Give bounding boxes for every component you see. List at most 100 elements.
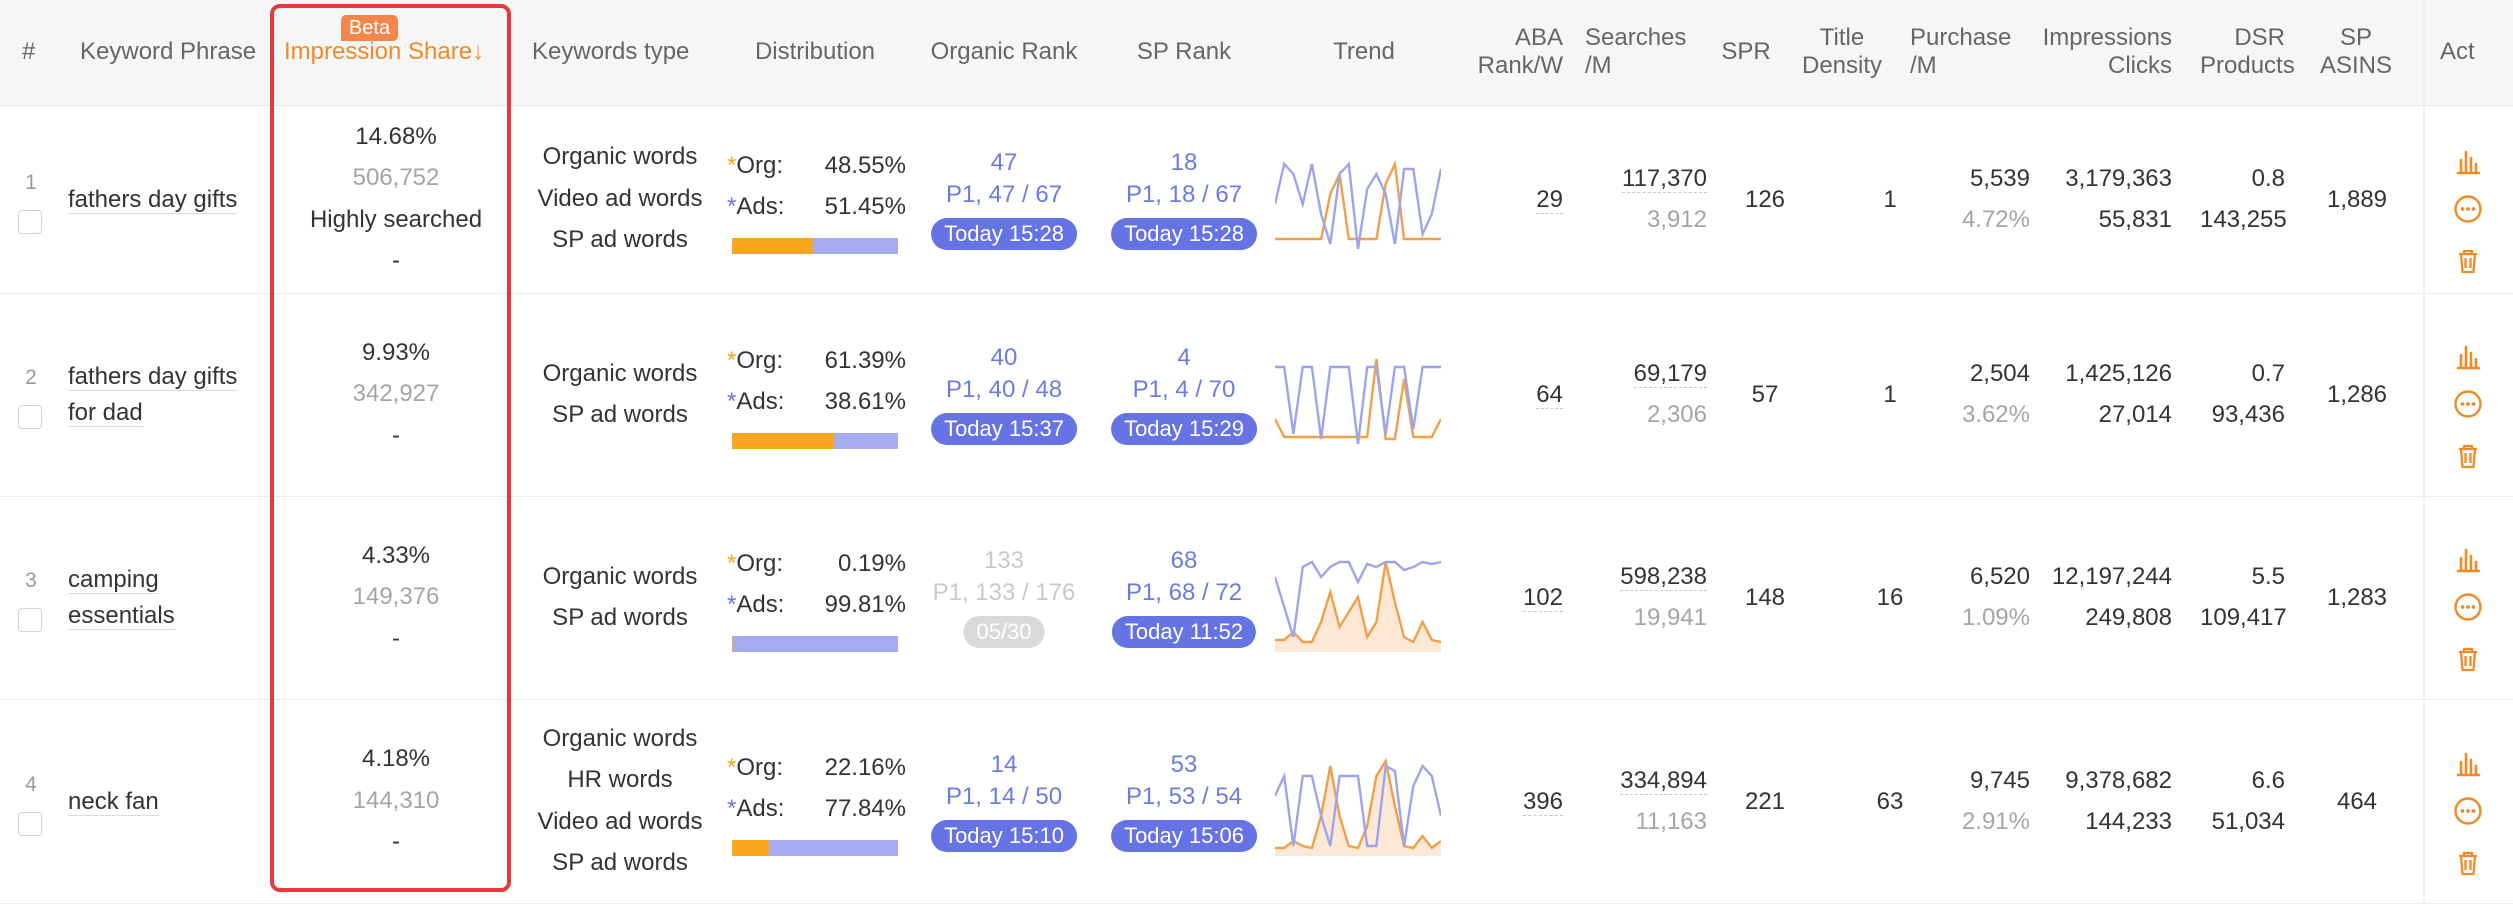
distribution-bar	[732, 840, 898, 856]
organic-rank[interactable]: 133	[984, 546, 1024, 576]
sp-rank-time-badge[interactable]: Today 15:06	[1111, 820, 1257, 852]
aba-rank[interactable]: 102	[1460, 583, 1563, 613]
organic-rank[interactable]: 47	[991, 148, 1018, 178]
keyword-type: HR words	[567, 765, 672, 795]
distribution-bar	[732, 238, 898, 254]
organic-rank-time-badge[interactable]: Today 15:10	[931, 820, 1077, 852]
trend-organic-line	[1275, 359, 1441, 439]
aba-rank[interactable]: 396	[1460, 787, 1563, 817]
bar-chart-icon[interactable]	[2453, 748, 2483, 778]
col-sp-rank[interactable]: SP Rank	[1137, 38, 1231, 66]
products-count: 51,034	[2200, 807, 2285, 837]
organic-rank-page[interactable]: P1, 14 / 50	[946, 782, 1062, 812]
sp-rank[interactable]: 53	[1171, 750, 1198, 780]
col-keyword-phrase[interactable]: Keyword Phrase	[80, 38, 256, 66]
organic-rank-page[interactable]: P1, 47 / 67	[946, 180, 1062, 210]
sp-rank[interactable]: 4	[1177, 343, 1190, 373]
purchase-rate: 4.72%	[1920, 205, 2030, 235]
sp-rank-page[interactable]: P1, 53 / 54	[1126, 782, 1242, 812]
purchase-rate: 2.91%	[1920, 807, 2030, 837]
keyword-phrase[interactable]: neck fan	[68, 784, 159, 820]
purchase-month: 6,520	[1920, 562, 2030, 592]
organic-rank-time-badge[interactable]: Today 15:28	[931, 218, 1077, 250]
trash-icon[interactable]	[2453, 441, 2483, 471]
sp-rank-page[interactable]: P1, 4 / 70	[1133, 375, 1236, 405]
dsr-value: 0.8	[2200, 164, 2285, 194]
sp-rank-page[interactable]: P1, 18 / 67	[1126, 180, 1242, 210]
ads-percent: 99.81%	[800, 590, 906, 620]
aba-rank[interactable]: 29	[1460, 185, 1563, 215]
organic-rank-time-badge[interactable]: Today 15:37	[931, 413, 1077, 445]
org-label: *Org:	[727, 346, 783, 376]
sp-asins-count: 1,283	[2327, 583, 2387, 613]
ads-percent: 51.45%	[800, 192, 906, 222]
bar-chart-icon[interactable]	[2453, 146, 2483, 176]
keyword-type: Video ad words	[538, 807, 703, 837]
sp-rank-time-badge[interactable]: Today 11:52	[1112, 616, 1256, 648]
sp-rank[interactable]: 18	[1171, 148, 1198, 178]
col-dsr-products[interactable]: DSR Products	[2200, 24, 2285, 80]
keyword-phrase[interactable]: fathers day gifts	[68, 182, 237, 218]
aba-rank[interactable]: 64	[1460, 380, 1563, 410]
searches-month[interactable]: 598,238	[1590, 562, 1707, 592]
row-checkbox[interactable]	[18, 210, 42, 234]
keyword-phrase[interactable]: fathers day gifts for dad	[68, 359, 237, 431]
col-impressions-clicks[interactable]: Impressions Clicks	[2020, 24, 2172, 80]
trend-sp-line	[1275, 766, 1441, 846]
col-purchase[interactable]: Purchase /M	[1910, 24, 2011, 80]
org-percent: 0.19%	[800, 549, 906, 579]
col-keywords-type[interactable]: Keywords type	[532, 38, 689, 66]
col-spr[interactable]: SPR	[1721, 38, 1770, 66]
keyword-type: SP ad words	[552, 848, 688, 878]
clicks-month: 144,233	[2040, 807, 2172, 837]
keyword-phrase-line2[interactable]: for dad	[68, 399, 143, 427]
keyword-phrase[interactable]: camping essentials	[68, 562, 175, 634]
more-icon[interactable]	[2453, 389, 2483, 419]
searches-sub: 3,912	[1590, 205, 1707, 235]
organic-rank-page[interactable]: P1, 40 / 48	[946, 375, 1062, 405]
trend-sparkline[interactable]	[1275, 756, 1441, 856]
organic-rank-page[interactable]: P1, 133 / 176	[933, 578, 1076, 608]
keyword-phrase-line1[interactable]: camping	[68, 566, 159, 594]
sp-rank[interactable]: 68	[1171, 546, 1198, 576]
bar-chart-icon[interactable]	[2453, 341, 2483, 371]
col-aba-rank[interactable]: ABA Rank/W	[1460, 24, 1563, 80]
searches-month[interactable]: 69,179	[1590, 359, 1707, 389]
sp-rank-time-badge[interactable]: Today 15:28	[1111, 218, 1257, 250]
searches-month[interactable]: 334,894	[1590, 766, 1707, 796]
col-sp-asins[interactable]: SP ASINS	[2320, 24, 2392, 80]
distribution-bar	[732, 636, 898, 652]
keyword-phrase-line1[interactable]: fathers day gifts	[68, 186, 237, 214]
keyword-phrase-line2[interactable]: essentials	[68, 602, 175, 630]
col-dsr-line1: DSR	[2200, 24, 2285, 52]
organic-rank[interactable]: 14	[991, 750, 1018, 780]
trash-icon[interactable]	[2453, 848, 2483, 878]
more-icon[interactable]	[2453, 796, 2483, 826]
keyword-type: Organic words	[543, 359, 698, 389]
col-sp-line1: SP	[2320, 24, 2392, 52]
keyword-phrase-line1[interactable]: neck fan	[68, 788, 159, 816]
trend-sparkline[interactable]	[1275, 154, 1441, 254]
bar-chart-icon[interactable]	[2453, 544, 2483, 574]
col-organic-rank[interactable]: Organic Rank	[931, 38, 1078, 66]
col-searches[interactable]: Searches /M	[1585, 24, 1686, 80]
col-title-density[interactable]: Title Density	[1802, 24, 1882, 80]
title-density-value: 16	[1877, 583, 1904, 613]
sp-rank-page[interactable]: P1, 68 / 72	[1126, 578, 1242, 608]
trash-icon[interactable]	[2453, 246, 2483, 276]
row-checkbox[interactable]	[18, 608, 42, 632]
trend-sparkline[interactable]	[1275, 349, 1441, 449]
trash-icon[interactable]	[2453, 644, 2483, 674]
searches-month[interactable]: 117,370	[1590, 164, 1707, 194]
more-icon[interactable]	[2453, 194, 2483, 224]
organic-rank[interactable]: 40	[991, 343, 1018, 373]
row-checkbox[interactable]	[18, 812, 42, 836]
col-purchase-line1: Purchase	[1910, 24, 2011, 52]
col-distribution[interactable]: Distribution	[755, 38, 875, 66]
sp-rank-time-badge[interactable]: Today 15:29	[1111, 413, 1257, 445]
row-checkbox[interactable]	[18, 405, 42, 429]
organic-rank-time-badge[interactable]: 05/30	[963, 616, 1044, 648]
keyword-phrase-line1[interactable]: fathers day gifts	[68, 363, 237, 391]
more-icon[interactable]	[2453, 592, 2483, 622]
trend-sparkline[interactable]	[1275, 552, 1441, 652]
